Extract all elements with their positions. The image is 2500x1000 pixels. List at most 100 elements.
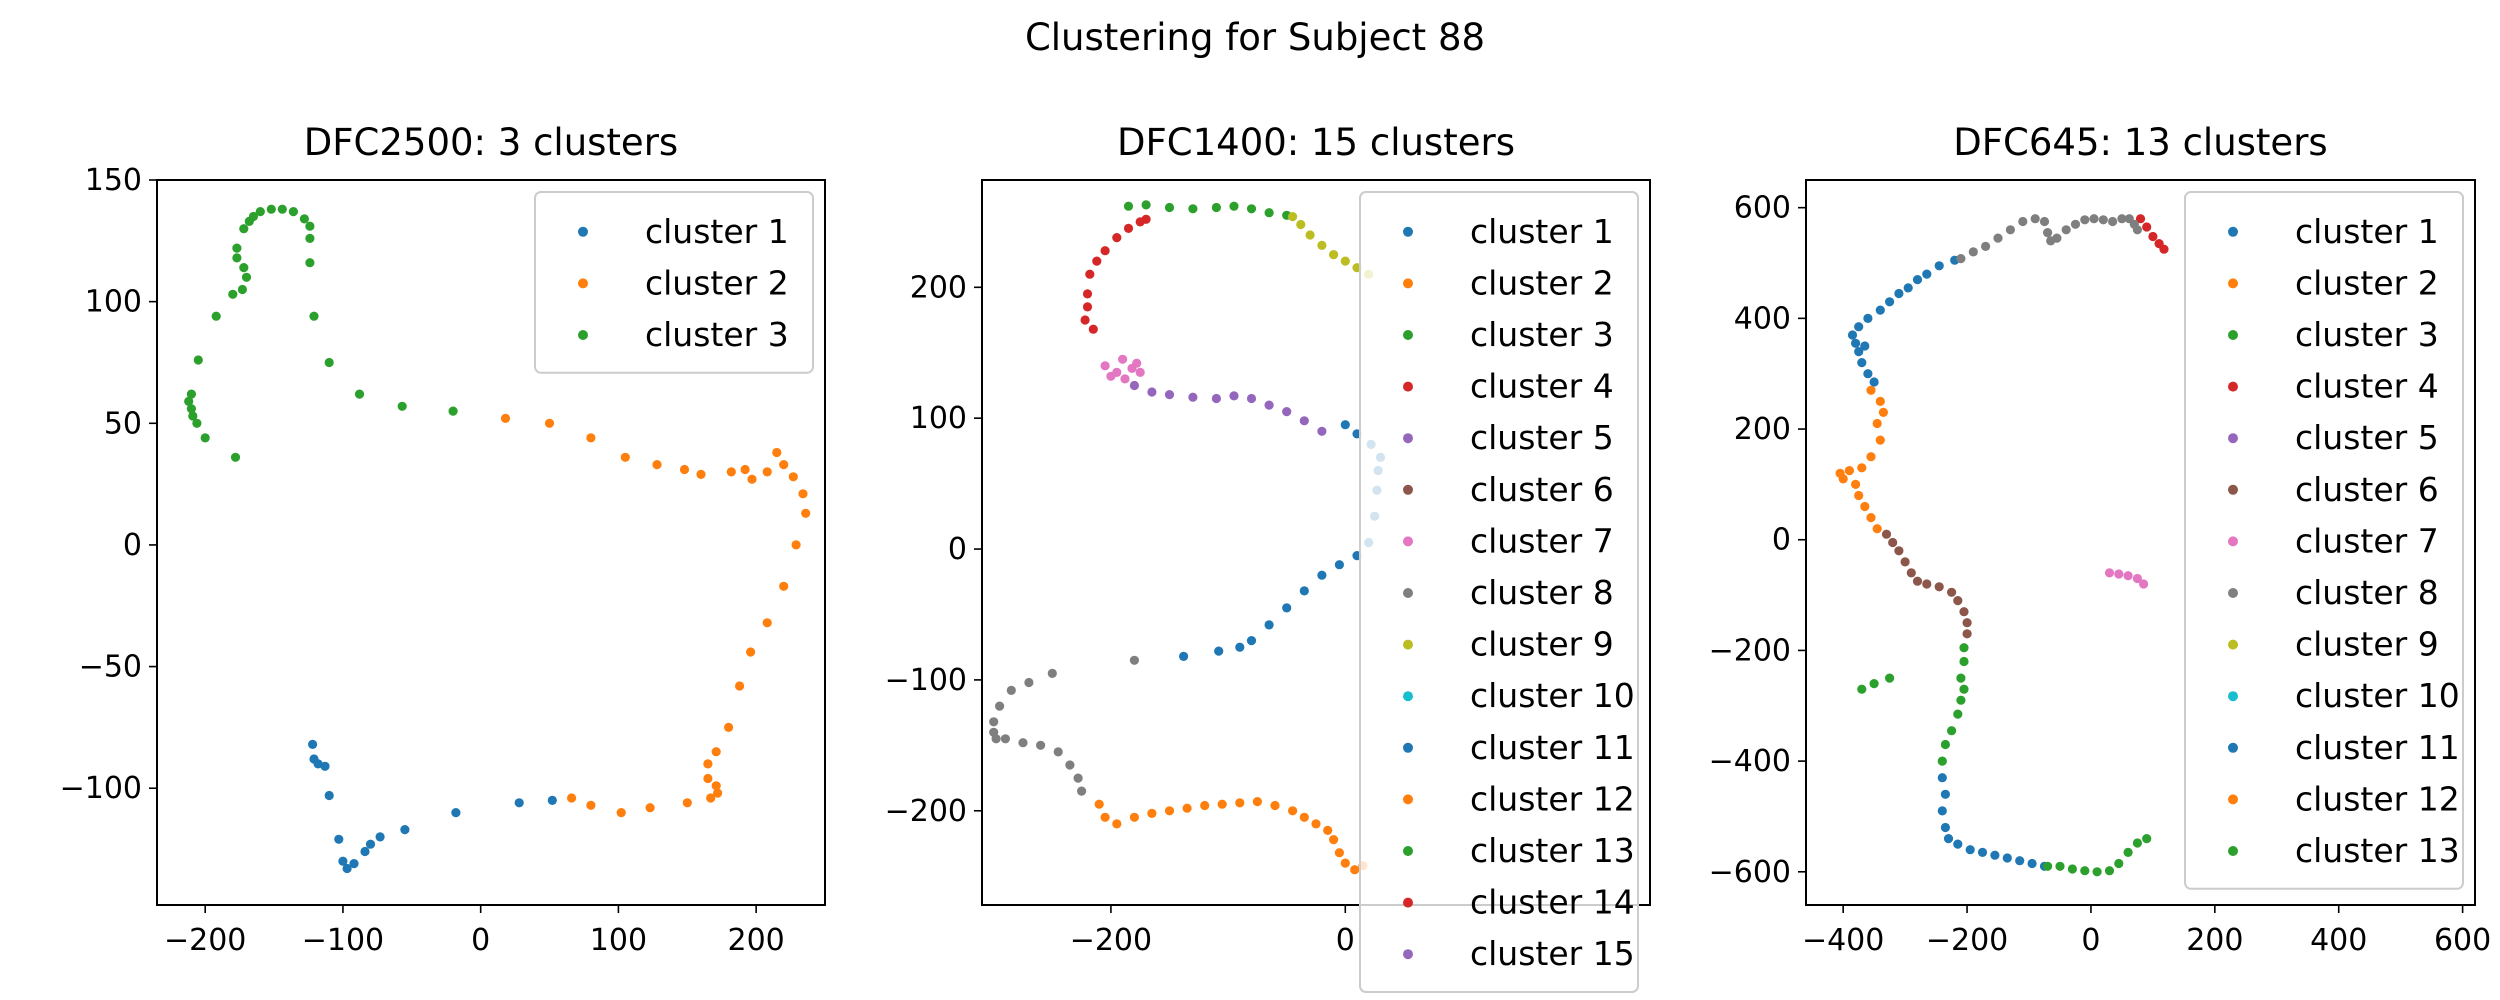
subplot-3: DFC645: 13 clusters −400 −200 0 200 400 600 −60… (1709, 121, 2492, 958)
data-point (1299, 812, 1309, 822)
legend-label: cluster 6 (2295, 470, 2439, 509)
data-point (1246, 636, 1257, 646)
figure-suptitle: Clustering for Subject 88 (1025, 16, 1485, 59)
data-point (1270, 800, 1280, 811)
data-point (397, 401, 407, 411)
data-point (1922, 579, 1932, 589)
legend-marker (1403, 691, 1413, 702)
data-point (2002, 853, 2012, 863)
data-point (2005, 225, 2015, 235)
x-tick-label: −100 (302, 923, 384, 958)
subplot-title: DFC2500: 3 clusters (304, 121, 678, 164)
data-point (320, 761, 330, 771)
data-point (544, 418, 555, 428)
data-point (1956, 673, 1966, 683)
data-point (360, 846, 370, 857)
data-point (1073, 773, 1083, 783)
data-point (239, 224, 249, 234)
x-tick-label: 400 (2310, 923, 2367, 958)
data-point (1894, 546, 1904, 556)
legend-box (1359, 191, 1639, 993)
data-point (184, 396, 194, 406)
data-point (1340, 420, 1350, 430)
legend-marker (2228, 846, 2238, 856)
data-point (237, 284, 247, 295)
data-point (1200, 800, 1210, 811)
legend-marker (1403, 433, 1413, 444)
data-point (1981, 241, 1991, 251)
data-point (1959, 643, 1969, 653)
data-point (248, 211, 258, 222)
data-point (1296, 219, 1306, 230)
y-tick-label: 50 (104, 406, 142, 441)
data-point (1878, 407, 1888, 417)
data-point (1053, 747, 1063, 757)
legend-marker (2228, 278, 2238, 289)
data-point (305, 258, 315, 268)
legend-label: cluster 2 (645, 263, 789, 302)
data-point (1211, 393, 1221, 404)
data-point (1299, 416, 1309, 426)
data-point (1065, 760, 1075, 770)
data-point (1311, 819, 1321, 829)
data-point (2061, 225, 2071, 235)
data-point (1934, 582, 1944, 592)
data-point (1990, 850, 2000, 860)
legend-marker (1403, 794, 1413, 805)
y-tick-label: 100 (85, 285, 142, 320)
data-point (995, 701, 1005, 711)
data-point (724, 722, 734, 733)
data-point (703, 773, 713, 784)
legend-label: cluster 1 (1470, 212, 1614, 251)
data-point (186, 404, 196, 414)
data-point (1872, 418, 1882, 429)
data-point (779, 460, 789, 470)
data-point (1838, 474, 1848, 484)
data-point (706, 793, 716, 803)
data-point (1888, 537, 1898, 548)
data-point (1214, 646, 1224, 656)
data-point (1123, 223, 1134, 233)
y-tick-label: −600 (1709, 855, 1791, 890)
axes-frame (1805, 179, 2476, 906)
legend-label: cluster 12 (1470, 779, 1635, 818)
data-point (1036, 740, 1046, 750)
data-point (2018, 216, 2028, 227)
data-point (308, 739, 318, 750)
legend-label: cluster 4 (2295, 367, 2439, 406)
data-point (788, 472, 798, 482)
subplot-title: DFC1400: 15 clusters (1117, 121, 1515, 164)
x-tick-label: 200 (2186, 923, 2243, 958)
data-point (1129, 380, 1139, 391)
data-point (2104, 866, 2115, 876)
x-tick-label: −200 (1070, 923, 1152, 958)
legend-marker (1403, 278, 1413, 289)
y-tick-label: 200 (1734, 412, 1791, 447)
data-point (801, 508, 811, 518)
data-point (1100, 361, 1110, 371)
data-point (354, 389, 365, 399)
data-point (1937, 756, 1947, 766)
data-point (1164, 390, 1175, 400)
data-point (1940, 739, 1950, 750)
data-point (682, 798, 692, 808)
x-tick-label: −400 (1802, 923, 1884, 958)
data-point (2117, 214, 2127, 224)
data-point (586, 433, 596, 443)
legend: cluster 1 cluster 2 cluster 3 cluster 4 clus… (1359, 191, 1639, 993)
data-point (1875, 305, 1885, 315)
data-point (1959, 684, 1969, 694)
data-point (1024, 677, 1034, 688)
data-point (1047, 668, 1057, 679)
data-point (1088, 324, 1098, 334)
data-point (2043, 861, 2053, 871)
legend-label: cluster 7 (2295, 521, 2439, 560)
data-point (1264, 208, 1274, 218)
data-point (2089, 214, 2099, 224)
data-point (1188, 392, 1198, 402)
data-point (652, 460, 662, 470)
data-point (2139, 579, 2149, 589)
data-point (616, 808, 626, 818)
data-point (711, 781, 721, 791)
legend-marker (1403, 588, 1413, 598)
